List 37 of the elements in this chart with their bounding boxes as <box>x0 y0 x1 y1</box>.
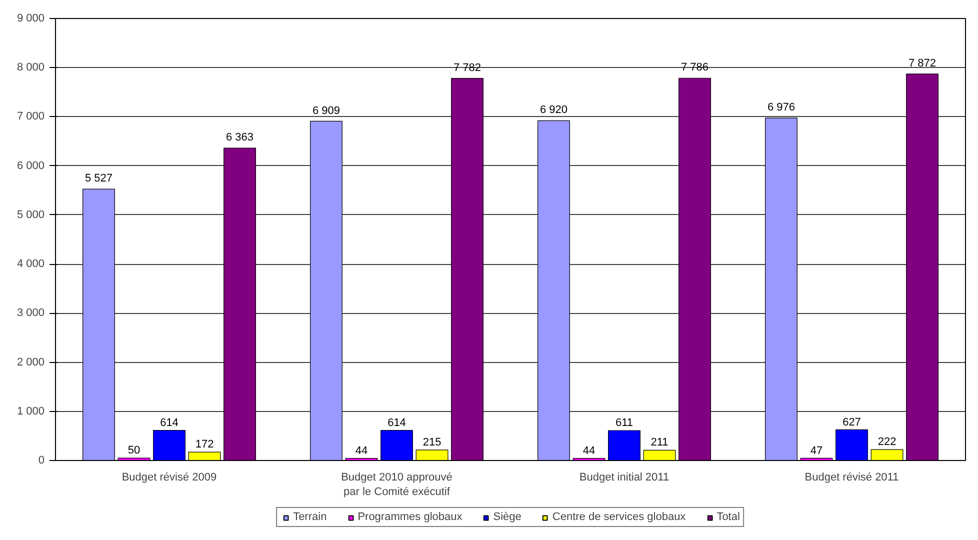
data-label: 614 <box>160 416 178 429</box>
data-label: 7 872 <box>908 57 936 70</box>
y-tick-label: 3 000 <box>16 307 45 320</box>
y-tick-label: 4 000 <box>16 258 45 270</box>
y-tick-label: 9 000 <box>16 12 45 24</box>
data-label: 44 <box>582 444 596 457</box>
data-label: 6 976 <box>767 101 795 114</box>
data-label: 172 <box>195 438 214 451</box>
x-tick-label: Budget initial 2011 <box>579 472 670 484</box>
data-label: 611 <box>615 417 634 430</box>
legend-label: Terrain <box>293 511 327 523</box>
y-tick-label: 7 000 <box>16 110 45 123</box>
data-label: 211 <box>650 436 668 449</box>
legend-label: Siège <box>493 511 522 523</box>
data-label: 215 <box>422 436 442 449</box>
data-label: 6 909 <box>312 104 340 117</box>
y-tick-label: 0 <box>38 454 45 466</box>
y-tick-label: 5 000 <box>16 208 45 221</box>
data-label: 6 920 <box>540 104 568 116</box>
x-tick-label: Budget révisé 2009 <box>122 472 217 484</box>
data-label: 222 <box>878 436 896 448</box>
legend-label: Centre de services globaux <box>552 511 686 523</box>
data-label: 47 <box>810 444 823 457</box>
data-label: 5 527 <box>84 172 112 185</box>
legend-label: Programmes globaux <box>358 511 462 523</box>
y-tick-label: 2 000 <box>16 356 45 368</box>
data-label: 627 <box>842 416 861 428</box>
data-label: 44 <box>355 444 368 457</box>
x-tick-label: Budget 2010 approuvé par le Comité exécutif <box>341 472 452 498</box>
x-tick-label: Budget révisé 2011 <box>804 472 899 484</box>
data-label: 614 <box>388 416 406 429</box>
data-label: 6 363 <box>226 132 254 144</box>
legend-label: Total <box>716 511 740 523</box>
y-tick-label: 6 000 <box>16 160 45 172</box>
y-tick-label: 1 000 <box>16 405 45 418</box>
data-label: 50 <box>128 444 140 457</box>
y-tick-label: 8 000 <box>16 62 45 74</box>
